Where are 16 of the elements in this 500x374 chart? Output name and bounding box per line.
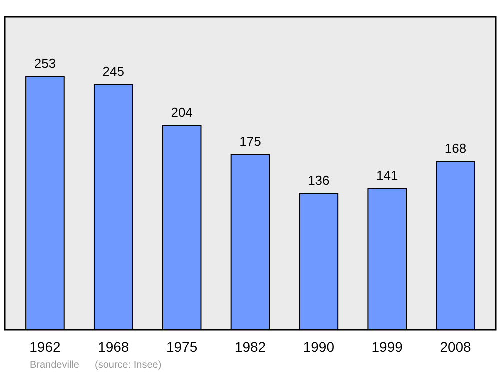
x-tick-label: 1999 (372, 339, 404, 355)
text: (source: Insee) (95, 360, 162, 371)
text: Brandeville (30, 360, 80, 371)
x-tick-label: 1990 (303, 339, 335, 355)
data-label: 136 (308, 173, 330, 188)
data-label: 168 (444, 141, 467, 156)
x-tick-label: 1975 (166, 339, 198, 355)
x-tick-label: 1982 (234, 339, 266, 355)
data-label: 245 (102, 64, 124, 79)
x-tick-label: 2008 (440, 339, 472, 355)
data-label: 204 (171, 105, 193, 120)
x-tick-label: 1962 (30, 339, 61, 355)
data-label: 141 (376, 168, 398, 183)
x-tick-label: 1968 (98, 339, 130, 355)
data-label: 175 (240, 134, 262, 149)
data-label: 253 (34, 56, 56, 71)
